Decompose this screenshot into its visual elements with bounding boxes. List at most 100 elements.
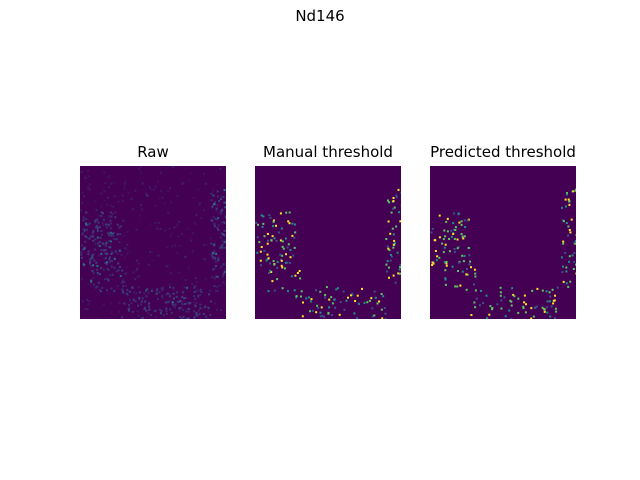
raw-signal-pixel <box>222 263 225 266</box>
raw-signal-pixel <box>121 316 124 319</box>
raw-texture-pixel <box>100 192 103 195</box>
raw-texture-pixel <box>176 224 179 227</box>
raw-signal-pixel <box>216 275 219 278</box>
mask-pixel <box>460 223 463 226</box>
mask-pixel <box>330 296 333 299</box>
raw-signal-pixel <box>199 307 202 310</box>
raw-texture-pixel <box>131 208 134 211</box>
raw-texture-pixel <box>211 276 214 279</box>
mask-pixel <box>276 278 279 281</box>
raw-signal-pixel <box>225 238 226 241</box>
mask-pixel <box>299 277 302 280</box>
raw-texture-pixel <box>126 243 129 246</box>
mask-pixel <box>275 224 277 227</box>
raw-texture-pixel <box>122 278 125 281</box>
mask-pixel <box>523 294 526 297</box>
raw-signal-pixel <box>95 226 98 229</box>
raw-texture-pixel <box>200 217 203 220</box>
mask-pixel <box>271 280 274 283</box>
raw-texture-pixel <box>103 268 106 271</box>
raw-signal-pixel <box>215 260 217 263</box>
raw-signal-pixel <box>99 226 101 229</box>
raw-signal-pixel <box>182 308 185 311</box>
raw-signal-pixel <box>101 233 103 236</box>
raw-signal-pixel <box>117 269 120 272</box>
raw-texture-pixel <box>169 272 172 275</box>
raw-signal-pixel <box>166 292 169 295</box>
mask-pixel <box>281 254 284 257</box>
raw-signal-pixel <box>98 245 101 247</box>
raw-signal-pixel <box>169 295 172 298</box>
raw-signal-pixel <box>223 271 226 273</box>
raw-texture-pixel <box>191 250 194 253</box>
raw-signal-pixel <box>138 291 141 294</box>
raw-texture-pixel <box>107 196 110 199</box>
mask-pixel <box>485 294 488 297</box>
mask-pixel <box>562 280 565 283</box>
raw-signal-pixel <box>172 292 175 295</box>
mask-pixel <box>281 245 284 248</box>
mask-pixel <box>400 191 401 194</box>
raw-texture-pixel <box>139 169 142 172</box>
raw-texture-pixel <box>91 232 94 235</box>
raw-texture-pixel <box>220 265 223 268</box>
raw-signal-pixel <box>217 195 219 198</box>
raw-texture-pixel <box>202 307 205 310</box>
mask-pixel <box>323 315 325 318</box>
mask-pixel <box>464 226 467 228</box>
mask-pixel <box>463 255 466 257</box>
raw-texture-pixel <box>188 179 191 182</box>
raw-signal-pixel <box>121 289 124 292</box>
raw-signal-pixel <box>185 302 188 305</box>
raw-texture-pixel <box>194 223 197 226</box>
mask-pixel <box>430 231 433 234</box>
raw-texture-pixel <box>191 232 194 235</box>
raw-texture-pixel <box>146 195 149 197</box>
raw-signal-pixel <box>213 201 216 204</box>
raw-signal-pixel <box>137 314 140 317</box>
mask-pixel <box>572 268 575 270</box>
mask-pixel <box>356 294 359 297</box>
mask-pixel <box>381 317 384 319</box>
mask-pixel <box>474 272 477 275</box>
raw-signal-pixel <box>89 260 92 263</box>
mask-pixel <box>395 225 398 228</box>
raw-signal-pixel <box>105 249 107 251</box>
mask-pixel <box>392 200 395 203</box>
raw-signal-pixel <box>210 192 213 195</box>
raw-signal-pixel <box>215 265 217 267</box>
raw-texture-pixel <box>163 202 166 205</box>
raw-signal-pixel <box>92 239 95 242</box>
mask-pixel <box>482 302 485 305</box>
mask-pixel <box>574 240 576 243</box>
raw-signal-pixel <box>93 219 96 222</box>
raw-texture-pixel <box>224 175 226 177</box>
raw-signal-pixel <box>80 251 83 254</box>
mask-pixel <box>554 307 557 310</box>
raw-signal-pixel <box>116 285 119 288</box>
raw-signal-pixel <box>126 294 129 296</box>
raw-texture-pixel <box>110 182 113 185</box>
mask-pixel <box>316 304 319 307</box>
mask-pixel <box>524 311 527 314</box>
mask-pixel <box>445 262 448 265</box>
mask-pixel <box>289 262 292 264</box>
raw-signal-pixel <box>141 297 144 300</box>
raw-signal-pixel <box>108 234 111 237</box>
raw-texture-pixel <box>92 258 95 261</box>
mask-pixel <box>280 264 283 267</box>
raw-texture-pixel <box>137 167 140 170</box>
raw-signal-pixel <box>222 220 225 223</box>
raw-signal-pixel <box>144 300 147 303</box>
mask-pixel <box>549 300 551 303</box>
mask-pixel <box>259 259 262 262</box>
raw-signal-pixel <box>112 232 115 234</box>
mask-pixel <box>432 262 435 265</box>
raw-signal-pixel <box>97 242 100 245</box>
raw-signal-pixel <box>183 286 186 289</box>
raw-signal-pixel <box>221 208 224 211</box>
mask-pixel <box>342 290 345 293</box>
mask-pixel <box>434 239 437 242</box>
raw-texture-pixel <box>178 220 181 223</box>
mask-pixel <box>546 300 549 303</box>
